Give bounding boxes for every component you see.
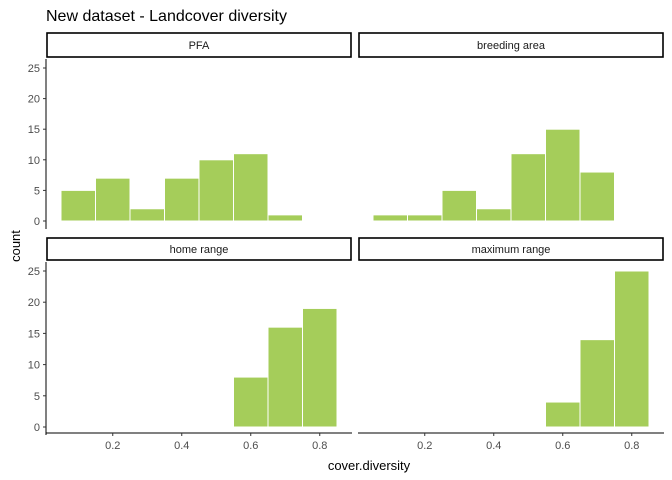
histogram-bar bbox=[476, 208, 512, 222]
y-tick-label: 0 bbox=[34, 422, 40, 434]
facet-strip-label: PFA bbox=[189, 40, 210, 52]
y-tick-label: 25 bbox=[28, 63, 40, 75]
histogram-bar bbox=[267, 214, 303, 222]
y-tick-label: 10 bbox=[28, 360, 40, 372]
histogram-bar bbox=[614, 270, 650, 428]
x-tick-label: 0.6 bbox=[555, 440, 570, 452]
histogram-bar bbox=[441, 189, 477, 222]
y-tick-label: 15 bbox=[28, 328, 40, 340]
facet-panel: PFA 0 5 10 15 20 25 bbox=[28, 32, 352, 229]
y-tick-label: 20 bbox=[28, 94, 40, 106]
histogram-bar bbox=[372, 214, 408, 222]
facet-strip-label: home range bbox=[170, 244, 229, 256]
x-tick-label: 0.2 bbox=[417, 440, 432, 452]
histogram-bar bbox=[510, 153, 546, 222]
histogram-bar bbox=[129, 208, 165, 222]
histogram-bar bbox=[198, 159, 234, 222]
histogram-bar bbox=[302, 307, 338, 428]
y-tick-label: 5 bbox=[34, 185, 40, 197]
x-tick-label: 0.4 bbox=[486, 440, 501, 452]
facet-panel: maximum range 0.2 0.4 0.6 0.8 bbox=[358, 237, 664, 452]
y-tick-label: 10 bbox=[28, 155, 40, 167]
y-tick-label: 0 bbox=[34, 216, 40, 228]
facet-strip bbox=[358, 32, 664, 58]
x-axis-title: cover.diversity bbox=[328, 458, 411, 473]
y-tick-label: 20 bbox=[28, 297, 40, 309]
y-tick-label: 5 bbox=[34, 391, 40, 403]
facet-strip-label: breeding area bbox=[477, 40, 546, 52]
histogram-bar bbox=[545, 128, 581, 222]
x-tick-label: 0.8 bbox=[624, 440, 639, 452]
histogram-bar bbox=[233, 153, 269, 222]
histogram-bar bbox=[164, 177, 200, 222]
histogram-bar bbox=[579, 339, 615, 428]
facet-strip bbox=[46, 237, 352, 261]
histogram-bar bbox=[545, 401, 581, 428]
histogram-bar bbox=[60, 189, 96, 222]
facet-strip bbox=[358, 237, 664, 261]
y-axis-title: count bbox=[8, 230, 23, 262]
facet-panel: home range 0 5 10 15 20 25 0.2 0.4 0.6 0.8 bbox=[28, 237, 352, 452]
histogram-bar bbox=[407, 214, 443, 222]
facet-panels: PFA 0 5 10 15 20 25 breeding area home range 0 5 10… bbox=[28, 32, 664, 452]
chart-title: New dataset - Landcover diversity bbox=[46, 8, 287, 25]
facet-strip-label: maximum range bbox=[472, 244, 551, 256]
histogram-bar bbox=[267, 326, 303, 428]
y-tick-label: 15 bbox=[28, 124, 40, 136]
facet-strip bbox=[46, 32, 352, 58]
histogram-bar bbox=[233, 376, 269, 428]
x-tick-label: 0.2 bbox=[105, 440, 120, 452]
histogram-bar bbox=[579, 171, 615, 222]
facet-panel: breeding area bbox=[358, 32, 664, 222]
x-tick-label: 0.4 bbox=[174, 440, 189, 452]
histogram-bar bbox=[95, 177, 131, 222]
x-tick-label: 0.8 bbox=[312, 440, 327, 452]
y-tick-label: 25 bbox=[28, 266, 40, 278]
x-tick-label: 0.6 bbox=[243, 440, 258, 452]
